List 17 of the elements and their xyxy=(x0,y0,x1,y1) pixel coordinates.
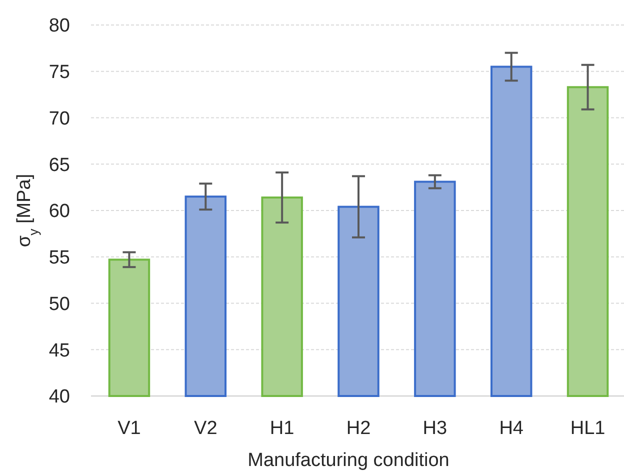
x-tick-label: HL1 xyxy=(570,418,606,439)
x-tick-label: H3 xyxy=(422,418,448,439)
y-tick-label: 65 xyxy=(48,154,70,176)
y-tick-label: 55 xyxy=(48,248,70,269)
y-tick-label: 50 xyxy=(48,294,70,315)
x-tick-label: H1 xyxy=(270,418,294,439)
x-axis-title: Manufacturing condition xyxy=(248,450,450,471)
y-tick-label: 60 xyxy=(48,201,70,222)
y-tick-label: 75 xyxy=(48,62,70,84)
y-tick-label: 45 xyxy=(48,340,70,362)
y-tick-label: 40 xyxy=(48,386,70,408)
x-tick-label: H4 xyxy=(499,418,524,439)
x-tick-label: V2 xyxy=(194,418,218,439)
x-tick-label: H2 xyxy=(346,418,371,439)
y-tick-label: 80 xyxy=(48,16,70,37)
x-tick-label: V1 xyxy=(118,418,141,439)
y-tick-label: 70 xyxy=(48,108,70,130)
